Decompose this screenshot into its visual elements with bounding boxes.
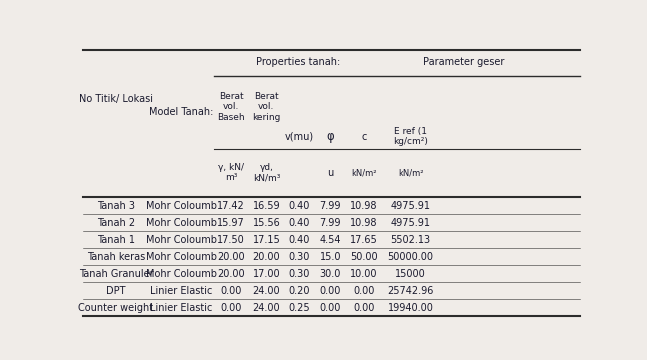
Text: 10.00: 10.00 bbox=[351, 269, 378, 279]
Text: γ, kN/
m³: γ, kN/ m³ bbox=[218, 163, 245, 183]
Text: 17.65: 17.65 bbox=[350, 235, 378, 244]
Text: 0.00: 0.00 bbox=[221, 286, 242, 296]
Text: No Titik/ Lokasi: No Titik/ Lokasi bbox=[79, 94, 153, 104]
Text: Mohr Coloumb: Mohr Coloumb bbox=[146, 235, 217, 244]
Text: Linier Elastic: Linier Elastic bbox=[150, 303, 212, 313]
Text: 10.98: 10.98 bbox=[351, 201, 378, 211]
Text: Tanah 2: Tanah 2 bbox=[97, 217, 135, 228]
Text: 20.00: 20.00 bbox=[217, 269, 245, 279]
Text: 50000.00: 50000.00 bbox=[388, 252, 433, 262]
Text: 24.00: 24.00 bbox=[252, 303, 280, 313]
Text: Tanah 3: Tanah 3 bbox=[97, 201, 135, 211]
Text: 0.40: 0.40 bbox=[289, 217, 310, 228]
Text: 0.40: 0.40 bbox=[289, 235, 310, 244]
Text: 5502.13: 5502.13 bbox=[391, 235, 431, 244]
Text: 0.00: 0.00 bbox=[320, 303, 341, 313]
Text: 0.20: 0.20 bbox=[289, 286, 310, 296]
Text: 20.00: 20.00 bbox=[217, 252, 245, 262]
Text: 15.0: 15.0 bbox=[320, 252, 341, 262]
Text: 7.99: 7.99 bbox=[320, 217, 341, 228]
Text: E ref (1
kg/cm²): E ref (1 kg/cm²) bbox=[393, 127, 428, 147]
Text: 15.97: 15.97 bbox=[217, 217, 245, 228]
Text: Mohr Coloumb: Mohr Coloumb bbox=[146, 201, 217, 211]
Text: 4.54: 4.54 bbox=[320, 235, 341, 244]
Text: φ: φ bbox=[327, 130, 334, 143]
Text: 4975.91: 4975.91 bbox=[391, 201, 430, 211]
Text: 0.30: 0.30 bbox=[289, 252, 310, 262]
Text: Tanah 1: Tanah 1 bbox=[97, 235, 135, 244]
Text: 17.42: 17.42 bbox=[217, 201, 245, 211]
Text: 7.99: 7.99 bbox=[320, 201, 341, 211]
Text: 17.00: 17.00 bbox=[252, 269, 280, 279]
Text: 19940.00: 19940.00 bbox=[388, 303, 433, 313]
Text: Mohr Coloumb: Mohr Coloumb bbox=[146, 252, 217, 262]
Text: v(mu): v(mu) bbox=[285, 132, 314, 142]
Text: 10.98: 10.98 bbox=[351, 217, 378, 228]
Text: DPT: DPT bbox=[106, 286, 126, 296]
Text: 0.00: 0.00 bbox=[353, 303, 375, 313]
Text: Berat
vol.
Baseh: Berat vol. Baseh bbox=[217, 92, 245, 122]
Text: Parameter geser: Parameter geser bbox=[422, 57, 504, 67]
Text: γd,
kN/m³: γd, kN/m³ bbox=[253, 163, 280, 183]
Text: c: c bbox=[362, 132, 367, 142]
Text: 25742.96: 25742.96 bbox=[388, 286, 433, 296]
Text: 15000: 15000 bbox=[395, 269, 426, 279]
Text: Linier Elastic: Linier Elastic bbox=[150, 286, 212, 296]
Text: Tanah Granuler: Tanah Granuler bbox=[79, 269, 153, 279]
Text: kN/m²: kN/m² bbox=[398, 168, 423, 177]
Text: 17.50: 17.50 bbox=[217, 235, 245, 244]
Text: 16.59: 16.59 bbox=[252, 201, 280, 211]
Text: Mohr Coloumb: Mohr Coloumb bbox=[146, 269, 217, 279]
Text: 15.56: 15.56 bbox=[252, 217, 280, 228]
Text: 0.00: 0.00 bbox=[353, 286, 375, 296]
Text: 4975.91: 4975.91 bbox=[391, 217, 430, 228]
Text: 24.00: 24.00 bbox=[252, 286, 280, 296]
Text: 30.0: 30.0 bbox=[320, 269, 341, 279]
Text: 50.00: 50.00 bbox=[351, 252, 378, 262]
Text: 0.00: 0.00 bbox=[221, 303, 242, 313]
Text: Mohr Coloumb: Mohr Coloumb bbox=[146, 217, 217, 228]
Text: 0.30: 0.30 bbox=[289, 269, 310, 279]
Text: kN/m²: kN/m² bbox=[351, 168, 377, 177]
Text: Properties tanah:: Properties tanah: bbox=[256, 57, 340, 67]
Text: Tanah keras: Tanah keras bbox=[87, 252, 145, 262]
Text: Berat
vol.
kering: Berat vol. kering bbox=[252, 92, 281, 122]
Text: Counter weight: Counter weight bbox=[78, 303, 153, 313]
Text: Model Tanah:: Model Tanah: bbox=[149, 108, 214, 117]
Text: 20.00: 20.00 bbox=[252, 252, 280, 262]
Text: 0.40: 0.40 bbox=[289, 201, 310, 211]
Text: 17.15: 17.15 bbox=[252, 235, 280, 244]
Text: 0.25: 0.25 bbox=[288, 303, 310, 313]
Text: u: u bbox=[327, 168, 333, 178]
Text: 0.00: 0.00 bbox=[320, 286, 341, 296]
